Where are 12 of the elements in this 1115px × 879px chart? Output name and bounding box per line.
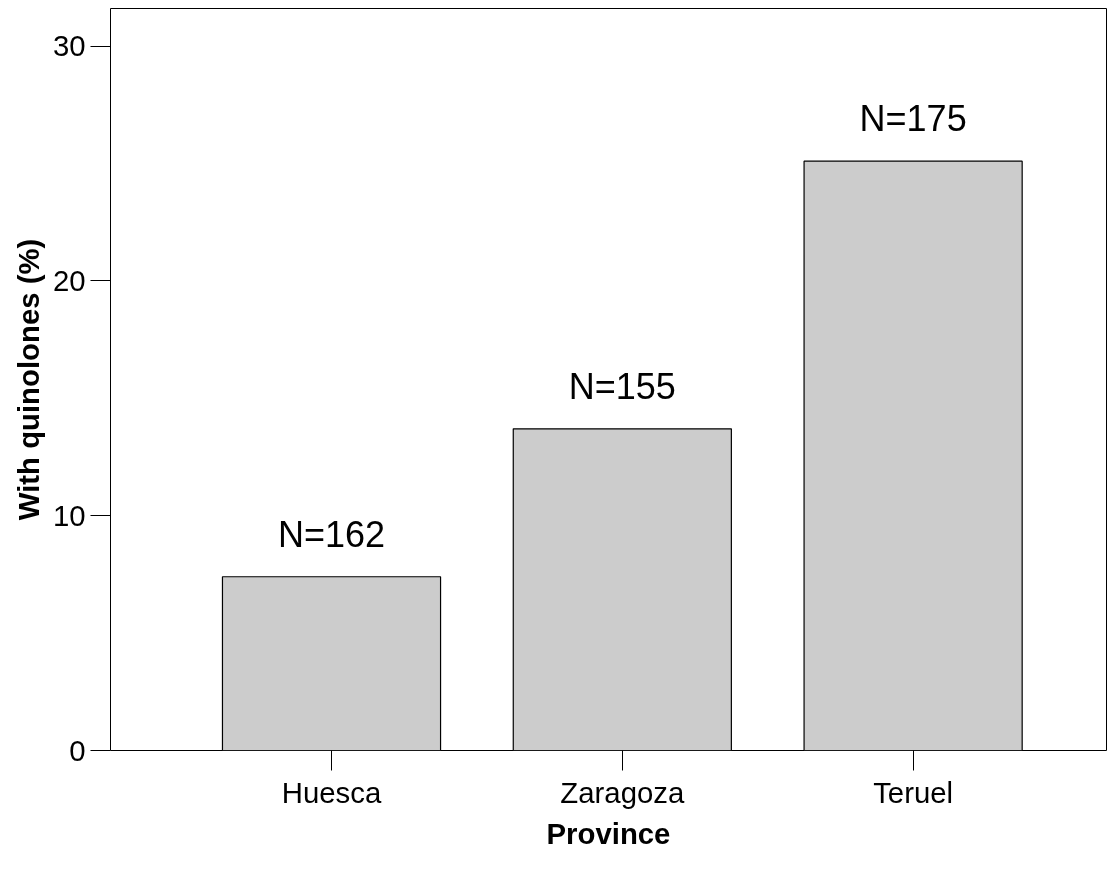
y-axis-title: With quinolones (%) xyxy=(11,238,45,521)
x-tick-label: Teruel xyxy=(873,775,954,809)
y-tick-label: 10 xyxy=(52,498,86,532)
annotation: N=162 xyxy=(277,513,386,555)
y-tick-label: 30 xyxy=(52,29,86,63)
annotation: N=175 xyxy=(859,98,967,140)
annotation: N=155 xyxy=(568,365,676,407)
y-tick-label: 20 xyxy=(52,263,86,297)
y-tick-label: 0 xyxy=(69,733,86,767)
x-tick-label: Huesca xyxy=(281,775,382,809)
x-axis-title: Province xyxy=(546,816,671,850)
x-tick-label: Zaragoza xyxy=(560,775,685,809)
